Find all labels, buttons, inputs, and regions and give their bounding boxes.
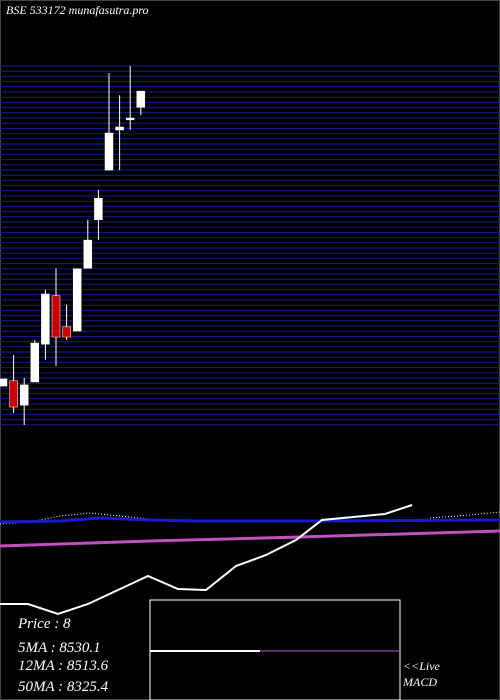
candle-body	[136, 90, 146, 108]
ma-line	[0, 516, 500, 524]
candle-body	[104, 132, 114, 171]
info-line: 12MA : 8513.6	[18, 658, 109, 674]
macd-label: MACD	[402, 675, 437, 689]
macd-line	[0, 504, 413, 616]
info-line: 50MA : 8325.4	[18, 679, 109, 695]
info-line: Price : 8	[17, 616, 71, 632]
candle-body	[125, 117, 135, 121]
candle-body	[51, 295, 61, 338]
candle-body	[9, 380, 18, 408]
live-link[interactable]: <<Live	[403, 659, 441, 673]
chart-title: BSE 533172 munafasutra.pro	[6, 3, 149, 17]
candle-body	[0, 378, 8, 387]
info-line: 5MA : 8530.1	[18, 640, 101, 656]
candle-body	[41, 293, 50, 345]
candle-body	[115, 126, 124, 131]
ma-line	[429, 511, 500, 519]
candle-body	[94, 197, 103, 221]
candle-body	[19, 384, 29, 406]
candle-body	[72, 268, 82, 332]
candle-body	[83, 239, 93, 269]
ma-line	[0, 529, 500, 548]
candle-body	[30, 342, 40, 383]
grid	[0, 65, 500, 426]
candle-body	[62, 326, 71, 338]
